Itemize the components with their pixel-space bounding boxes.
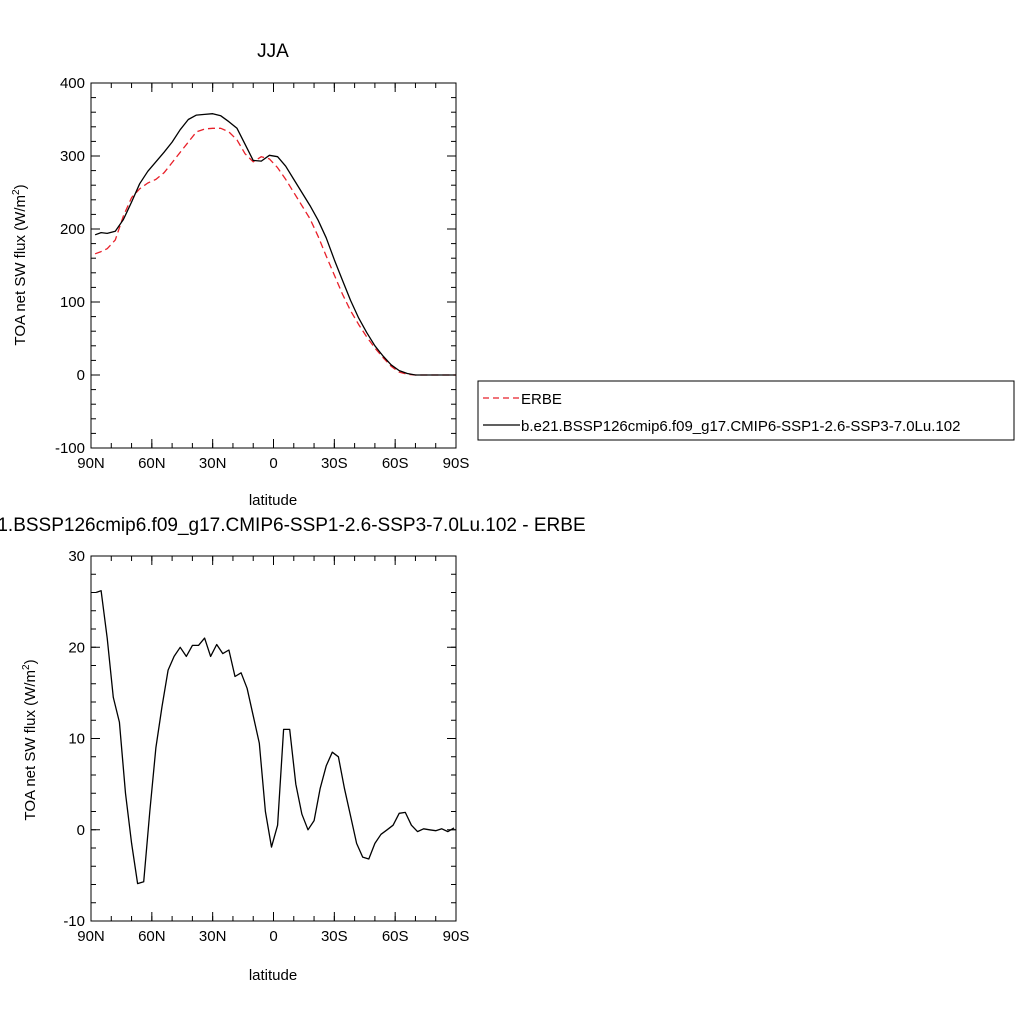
x-tick-label: 60S bbox=[382, 928, 409, 945]
legend: ERBE b.e21.BSSP126cmip6.f09_g17.CMIP6-SS… bbox=[477, 380, 1015, 441]
x-tick-label: 0 bbox=[269, 455, 277, 472]
x-tick-label: 30N bbox=[199, 455, 227, 472]
x-tick-label: 30N bbox=[199, 928, 227, 945]
y-axis-label: TOA net SW flux (W/m2) bbox=[11, 184, 29, 345]
y-tick-label: 0 bbox=[77, 367, 85, 384]
x-tick-label: 90S bbox=[443, 455, 470, 472]
y-tick-label: 20 bbox=[68, 639, 85, 656]
y-tick-label: 10 bbox=[68, 731, 85, 748]
x-tick-label: 60N bbox=[138, 928, 166, 945]
y-ticks: 30 20 10 0 -10 bbox=[63, 548, 456, 930]
y-tick-label: 100 bbox=[60, 294, 85, 311]
y-ticks: 400 300 200 100 0 -100 bbox=[55, 75, 456, 457]
y-tick-label: 400 bbox=[60, 75, 85, 92]
series-layer bbox=[95, 590, 455, 885]
plot-frame bbox=[90, 555, 457, 922]
x-ticks: 90N 60N 30N 0 30S 60S 90S bbox=[77, 83, 469, 472]
series-line-difference bbox=[95, 590, 455, 885]
x-axis-label: latitude bbox=[249, 967, 297, 984]
x-tick-label: 90S bbox=[443, 928, 470, 945]
chart-title: JJA bbox=[257, 41, 289, 62]
y-tick-label: 30 bbox=[68, 548, 85, 565]
x-axis-label: latitude bbox=[249, 492, 297, 509]
x-tick-label: 30S bbox=[321, 928, 348, 945]
legend-label-model: b.e21.BSSP126cmip6.f09_g17.CMIP6-SSP1-2.… bbox=[521, 418, 960, 435]
y-tick-label: 200 bbox=[60, 221, 85, 238]
legend-label-erbe: ERBE bbox=[521, 391, 562, 408]
series-layer bbox=[94, 113, 456, 376]
chart-title: b.e21.BSSP126cmip6.f09_g17.CMIP6-SSP1-2.… bbox=[0, 515, 586, 536]
legend-box bbox=[477, 380, 1015, 441]
x-tick-label: 90N bbox=[77, 928, 105, 945]
y-tick-label: -10 bbox=[63, 913, 85, 930]
x-tick-label: 30S bbox=[321, 455, 348, 472]
panel-bottom: b.e21.BSSP126cmip6.f09_g17.CMIP6-SSP1-2.… bbox=[0, 515, 586, 984]
x-tick-label: 60S bbox=[382, 455, 409, 472]
y-tick-label: 0 bbox=[77, 822, 85, 839]
x-ticks: 90N 60N 30N 0 30S 60S 90S bbox=[77, 556, 469, 945]
y-axis-label: TOA net SW flux (W/m2) bbox=[21, 659, 39, 820]
series-line-model bbox=[94, 113, 456, 376]
plot-frame bbox=[90, 82, 457, 449]
x-tick-label: 90N bbox=[77, 455, 105, 472]
series-line-erbe bbox=[94, 127, 456, 376]
x-tick-label: 0 bbox=[269, 928, 277, 945]
y-tick-label: 300 bbox=[60, 148, 85, 165]
y-tick-label: -100 bbox=[55, 440, 85, 457]
x-tick-label: 60N bbox=[138, 455, 166, 472]
